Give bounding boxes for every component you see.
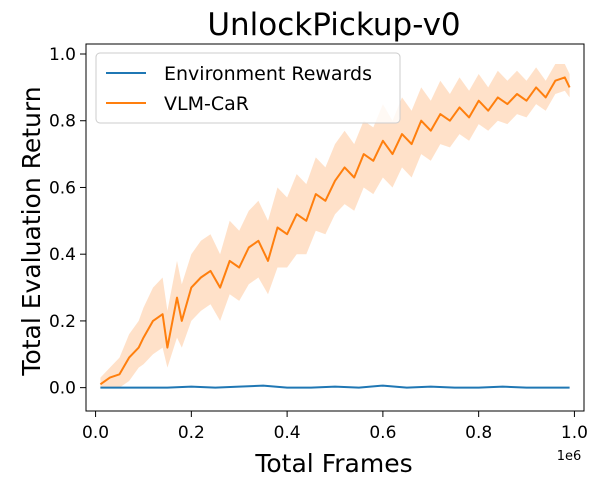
- x-tick-label: 0.4: [274, 423, 301, 443]
- y-tick-label: 1.0: [49, 45, 76, 65]
- x-tick-label: 0.6: [369, 423, 396, 443]
- x-tick-label: 0.0: [82, 423, 109, 443]
- series-band-vlm-car: [100, 64, 570, 388]
- plot-area: [99, 64, 571, 389]
- y-tick-label: 0.4: [49, 245, 76, 265]
- x-tick-label: 1.0: [561, 423, 588, 443]
- chart-title: UnlockPickup-v0: [207, 7, 460, 43]
- y-tick-label: 0.6: [49, 178, 76, 198]
- x-axis-offset-label: 1e6: [557, 449, 582, 464]
- y-tick-label: 0.0: [49, 379, 76, 399]
- legend: Environment Rewards VLM-CaR: [95, 52, 401, 124]
- legend-label-vlm-car: VLM-CaR: [164, 93, 249, 115]
- axes-ticks: 0.0 0.2 0.4 0.6 0.8 1.0 0.0 0.2 0.4 0.6 0.8 1.0: [49, 45, 588, 443]
- y-tick-label: 0.2: [49, 312, 76, 332]
- legend-label-environment-rewards: Environment Rewards: [164, 63, 372, 85]
- x-axis-title: Total Frames: [254, 449, 412, 478]
- legend-box: [95, 52, 401, 124]
- y-axis-title: Total Evaluation Return: [17, 86, 46, 376]
- plot-frame: [85, 43, 585, 412]
- y-tick-label: 0.8: [49, 112, 76, 132]
- x-tick-label: 0.8: [465, 423, 492, 443]
- series-line-environment-rewards: [100, 384, 570, 389]
- x-tick-label: 0.2: [178, 423, 205, 443]
- series-line-vlm-car: [99, 76, 571, 386]
